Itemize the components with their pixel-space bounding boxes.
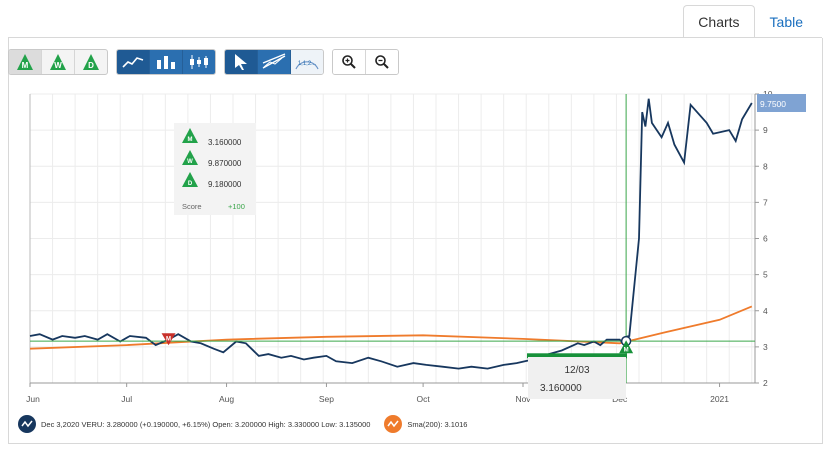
trendline-icon [262,53,286,69]
chart-type-group [116,49,216,75]
line-chart-button[interactable] [117,50,150,74]
sell-signal-icon [161,333,176,346]
chart-toolbar: M W D 1,1,2... [8,49,399,75]
tab-divider [8,37,822,38]
y-tick-label: 5 [763,270,768,280]
x-tick-label: Oct [416,394,430,404]
svg-text:M: M [22,61,29,70]
drawing-tools-group: 1,1,2... [224,49,324,75]
x-tick-label: Jul [121,394,132,404]
tab-charts[interactable]: Charts [683,5,755,37]
view-tabs: Charts Table [683,5,818,37]
zoom-in-icon [342,55,356,69]
zoom-out-icon [375,55,389,69]
legend-sma-text: Sma(200): 3.1016 [407,419,468,429]
sell-signal-marker[interactable]: M [161,333,176,346]
tooltip-monthly-value: 3.160000 [208,138,242,147]
signal-markers: MM [161,333,634,359]
weekly-signal-button[interactable]: W [42,50,75,74]
pointer-tool-button[interactable] [225,50,258,74]
sell-signal-label: M [166,336,171,342]
y-tick-label: 7 [763,197,768,207]
buy-signal-label: M [624,347,629,353]
signal-filter-group: M W D [8,49,108,75]
chart-panel [8,38,823,444]
line-chart-icon [122,57,144,68]
y-tick-label: 6 [763,234,768,244]
monthly-signal-button[interactable]: M [9,50,42,74]
y-tick-label: 9 [763,125,768,135]
x-tick-label: Sep [319,394,334,404]
chart-legend: Dec 3,2020 VERU: 3.280000 (+0.190000, +6… [18,415,467,433]
legend-price-text: Dec 3,2020 VERU: 3.280000 (+0.190000, +6… [41,419,371,429]
price-tag-box [757,94,806,112]
svg-text:W: W [187,159,193,165]
weekly-signal-icon [182,150,198,165]
x-tick-label: Jun [26,394,40,404]
pointer-icon [235,54,247,70]
daily-signal-icon: D [83,54,99,70]
sma-200-line [29,305,753,350]
veru-series-icon[interactable] [18,415,36,433]
svg-text:D: D [188,181,193,187]
weekly-signal-icon: W [50,54,66,70]
tooltip-daily-value: 9.180000 [208,180,242,189]
tooltip-weekly-value: 9.870000 [208,159,242,168]
crosshair-date-box: 12/03 3.160000 [528,357,626,399]
fibonacci-tool-button[interactable]: 1,1,2... [291,50,323,74]
svg-text:W: W [54,61,62,70]
tooltip-row-weekly: W 9.870000 [182,150,242,168]
candlestick-chart-icon [190,55,208,69]
buy-signal-marker[interactable]: M [527,340,634,359]
chart-grid [29,93,755,384]
candlestick-chart-button[interactable] [183,50,215,74]
y-axis-ticks: 2345678910 [755,89,773,388]
bar-chart-button[interactable] [150,50,183,74]
svg-text:D: D [88,61,94,70]
price-tag-value: 9.7500 [760,99,786,109]
fibonacci-icon: 1,1,2... [295,61,319,70]
zoom-group [332,49,399,75]
tooltip-score-label: Score [182,202,202,211]
x-tick-label: Aug [219,394,234,404]
tooltip-row-monthly: M 3.160000 [182,128,242,147]
y-tick-label: 2 [763,378,768,388]
svg-text:M: M [188,137,193,143]
tooltip-score-value: +100 [228,202,245,211]
crosshair-date-label: 12/03 [564,365,589,376]
monthly-signal-icon: M [17,54,33,70]
daily-signal-button[interactable]: D [75,50,107,74]
y-tick-label: 3 [763,342,768,352]
sma-series-icon[interactable] [384,415,403,433]
buy-signal-bar [527,353,627,359]
y-tick-label: 8 [763,161,768,171]
crosshair-date-bg [528,357,626,399]
daily-signal-icon [182,172,198,187]
x-tick-label: Nov [515,394,531,404]
price-tag: 9.7500 [757,94,806,112]
trendline-tool-button[interactable] [258,50,291,74]
zoom-in-button[interactable] [333,50,366,74]
y-tick-label: 4 [763,306,768,316]
tab-table[interactable]: Table [769,14,803,30]
svg-text:1,1,2...: 1,1,2... [298,61,317,67]
veru-price-line [29,98,753,370]
monthly-signal-icon [182,128,198,143]
signal-tooltip: M 3.160000 W 9.870000 D 9.180000 Score +… [174,123,256,215]
tooltip-row-daily: D 9.180000 [182,172,242,189]
crosshair-value-label: 3.160000 [540,383,582,394]
zoom-out-button[interactable] [366,50,398,74]
x-tick-label: 2021 [710,394,729,404]
bar-chart-icon [157,56,175,69]
buy-signal-icon [619,340,634,354]
